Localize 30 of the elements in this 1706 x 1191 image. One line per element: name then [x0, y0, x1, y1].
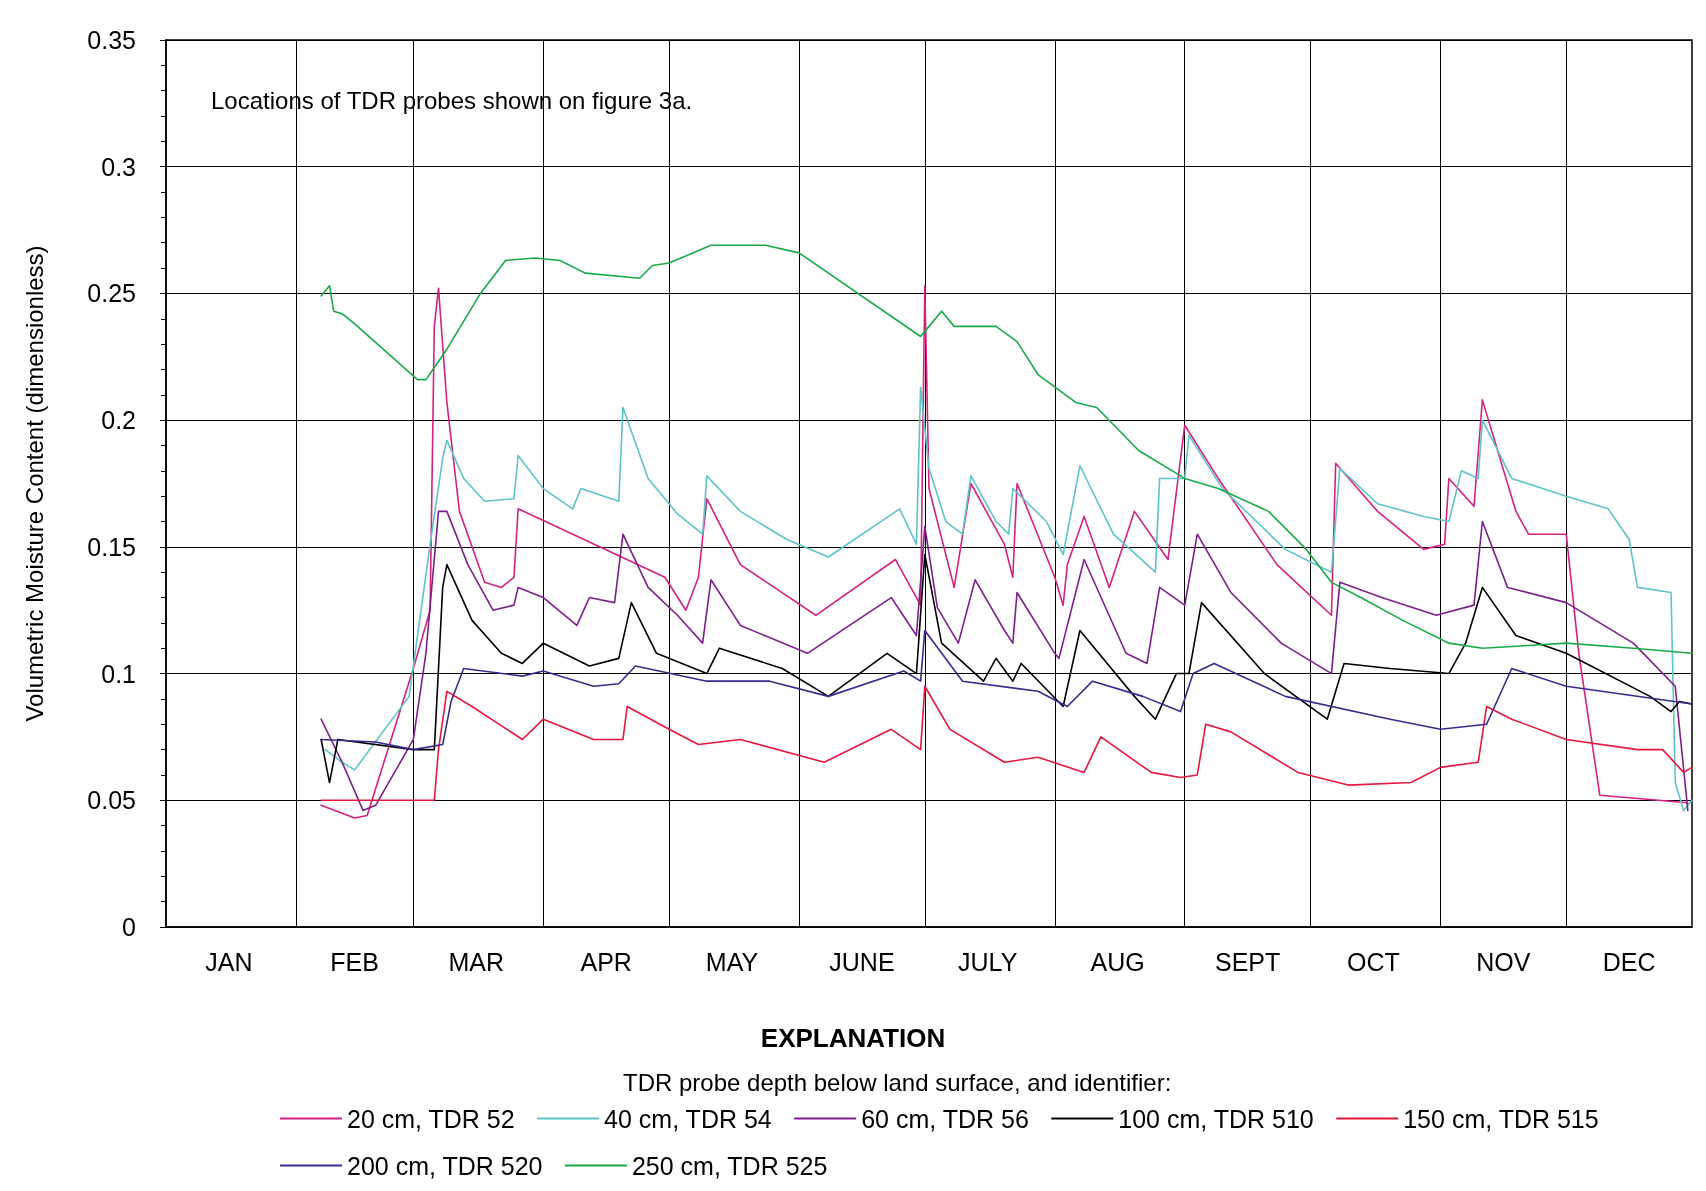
legend-label: 60 cm, TDR 56	[861, 1104, 1029, 1133]
y-tick-label: 0.25	[87, 279, 136, 308]
x-tick-label: AUG	[1090, 947, 1145, 976]
x-tick-label: NOV	[1476, 947, 1531, 976]
legend-title: EXPLANATION	[760, 1023, 946, 1053]
x-tick-label: JUNE	[829, 947, 895, 976]
y-tick-label: 0.3	[101, 152, 136, 181]
legend-label: 40 cm, TDR 54	[604, 1104, 772, 1133]
y-tick-label: 0	[122, 913, 136, 941]
y-tick-label: 0.1	[101, 659, 136, 688]
y-tick-label: 0.35	[87, 26, 136, 54]
x-tick-label: MAY	[705, 947, 759, 976]
x-tick-label: APR	[580, 947, 632, 976]
x-tick-label: OCT	[1346, 947, 1400, 976]
y-tick-label: 0.05	[87, 786, 136, 815]
legend-label: 100 cm, TDR 510	[1118, 1104, 1314, 1133]
legend-label: 200 cm, TDR 520	[347, 1151, 543, 1180]
x-tick-label: MAR	[448, 947, 505, 976]
y-axis-title: Volumetric Moisture Content (dimensionless)	[20, 245, 48, 722]
x-tick-label: JULY	[958, 947, 1018, 976]
text: TDR probe depth below land surface, and identifier:	[623, 1068, 1172, 1096]
x-tick-label: SEPT	[1214, 947, 1281, 976]
x-tick-label: FEB	[330, 947, 379, 976]
legend-label: 20 cm, TDR 52	[347, 1104, 515, 1133]
legend-label: 150 cm, TDR 515	[1403, 1104, 1599, 1133]
x-tick-label: DEC	[1602, 947, 1656, 976]
y-tick-label: 0.15	[87, 532, 136, 561]
legend-label: 250 cm, TDR 525	[631, 1151, 828, 1180]
x-tick-label: JAN	[205, 947, 253, 976]
y-tick-label: 0.2	[101, 406, 136, 435]
